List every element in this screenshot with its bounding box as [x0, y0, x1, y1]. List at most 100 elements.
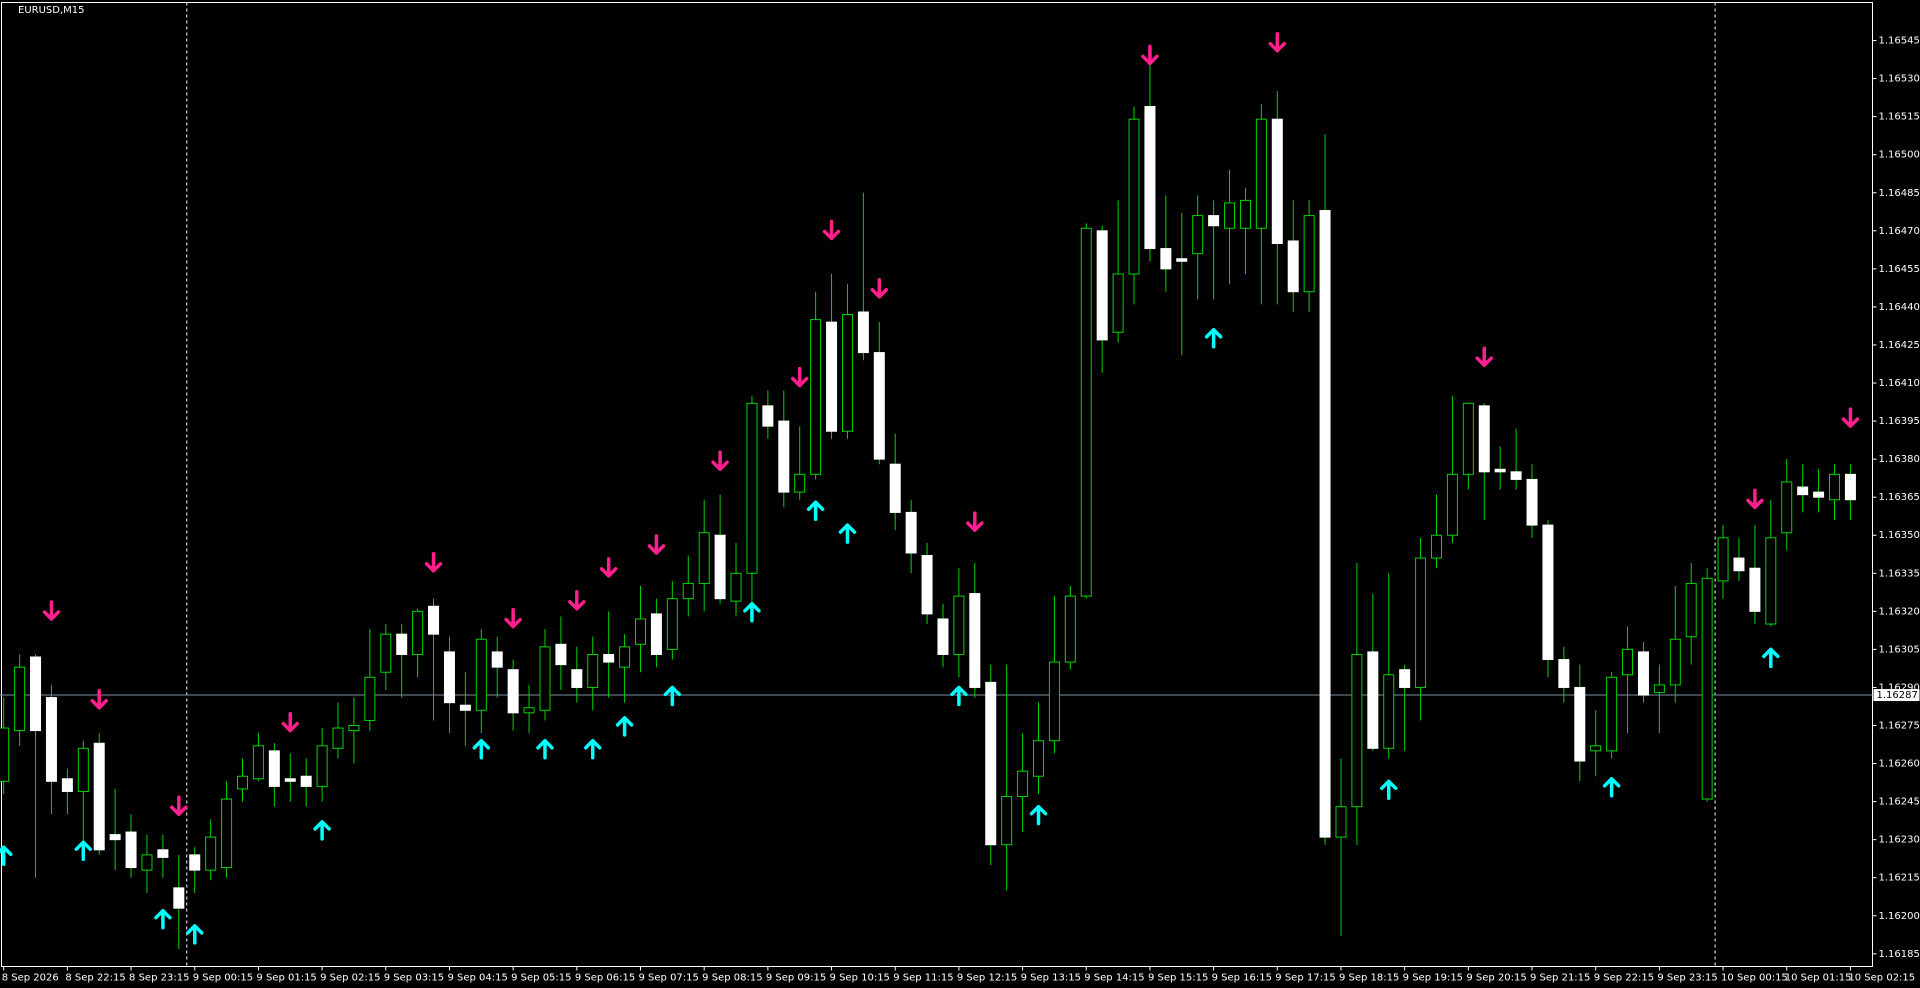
candle-body [1542, 524, 1554, 661]
candle-body [1765, 537, 1777, 625]
up-arrow [583, 738, 602, 760]
down-arrow [568, 590, 586, 611]
candle-body [1224, 202, 1236, 229]
up-arrow [1379, 779, 1398, 801]
candle-body [1351, 653, 1363, 808]
candle-body [45, 697, 57, 782]
candle-body [523, 707, 535, 714]
candle-body [1112, 273, 1124, 333]
up-arrow [185, 924, 204, 945]
y-tick-label: 1.16440 [1879, 302, 1920, 313]
x-tick-label: 10 Sep 00:15 [1721, 973, 1788, 984]
x-tick-label: 9 Sep 20:15 [1466, 973, 1526, 984]
candle-body [1017, 770, 1029, 798]
down-arrow [170, 795, 188, 817]
candle-body [412, 610, 424, 655]
x-tick-label: 9 Sep 18:15 [1339, 973, 1399, 984]
candle-body [937, 618, 949, 655]
candle-body [889, 463, 901, 513]
candle-body [1526, 478, 1538, 526]
y-tick-label: 1.16530 [1879, 74, 1920, 85]
candle-body [93, 742, 105, 851]
candle-body [332, 727, 344, 749]
down-arrow [1475, 346, 1494, 368]
candle-body [635, 618, 646, 645]
up-arrow [1204, 328, 1223, 349]
y-tick-label: 1.16410 [1879, 378, 1920, 389]
candle-body [555, 643, 567, 666]
x-tick-label: 9 Sep 13:15 [1021, 973, 1081, 984]
candle-body [125, 831, 137, 869]
up-arrow [154, 908, 172, 930]
candle-body [284, 778, 296, 782]
candle-body [1606, 676, 1618, 752]
candle-body [189, 854, 201, 871]
candle-body [1510, 471, 1522, 480]
candle-body [1797, 486, 1809, 496]
down-arrow [822, 219, 841, 241]
candle-body [364, 676, 376, 721]
candle-body [1462, 402, 1474, 475]
candle-body [1558, 659, 1570, 688]
candle-body [237, 775, 248, 790]
down-arrow [90, 688, 108, 710]
candle-body [794, 473, 806, 493]
candle-body [141, 854, 153, 871]
up-arrow [950, 685, 968, 707]
x-tick-label: 9 Sep 14:15 [1084, 973, 1144, 984]
candle-body [1383, 674, 1395, 749]
x-tick-label: 9 Sep 08:15 [702, 973, 762, 984]
candle-body [1446, 473, 1458, 536]
candle-body [1335, 806, 1347, 838]
candle-body [1717, 537, 1729, 582]
up-arrow [663, 685, 682, 707]
candle-body [1287, 240, 1299, 293]
candle-body [1478, 405, 1490, 473]
x-tick-label: 8 Sep 23:15 [129, 973, 189, 984]
y-tick-label: 1.16470 [1879, 226, 1920, 237]
price-tag [1873, 689, 1920, 702]
down-arrow [424, 552, 443, 573]
up-arrow [1762, 647, 1780, 669]
candle-body [1319, 210, 1331, 838]
candle-body [810, 319, 822, 475]
y-tick-label: 1.16260 [1879, 759, 1920, 770]
x-tick-label: 9 Sep 16:15 [1212, 973, 1272, 984]
candle-body [1574, 686, 1586, 762]
y-tick-label: 1.16425 [1879, 340, 1920, 351]
y-tick-label: 1.16335 [1879, 568, 1920, 579]
candle-body [77, 747, 89, 792]
candle-body [1829, 473, 1840, 501]
y-tick-label: 1.16290 [1879, 682, 1920, 693]
candle-body [571, 669, 583, 688]
up-arrow [313, 820, 331, 841]
candle-body [714, 534, 726, 600]
y-tick-label: 1.16455 [1879, 264, 1920, 275]
candle-body [443, 651, 455, 704]
down-arrow [42, 600, 61, 621]
up-arrow [472, 738, 491, 760]
candle-body [1176, 258, 1188, 262]
down-arrow [504, 607, 522, 629]
candle-body [682, 582, 694, 600]
x-tick-label: 9 Sep 10:15 [830, 973, 890, 984]
y-tick-label: 1.16275 [1879, 721, 1920, 732]
candle-body [698, 532, 710, 584]
candle-body [396, 633, 408, 655]
candle-body [826, 321, 838, 432]
candle-body [1701, 577, 1713, 800]
candle-body [491, 651, 503, 668]
x-tick-label: 9 Sep 04:15 [447, 973, 507, 984]
candle-body [348, 725, 360, 732]
candle-body [0, 727, 10, 782]
candle-body [953, 595, 965, 655]
plot-frame [1, 2, 1873, 967]
candle-body [1096, 230, 1108, 341]
candle-body [1303, 215, 1315, 293]
candle-body [1160, 248, 1172, 270]
candle-body [1622, 648, 1634, 676]
candle-body [1080, 227, 1092, 597]
candle-body [300, 775, 312, 787]
down-arrow [1141, 44, 1159, 66]
candle-body [459, 704, 471, 711]
